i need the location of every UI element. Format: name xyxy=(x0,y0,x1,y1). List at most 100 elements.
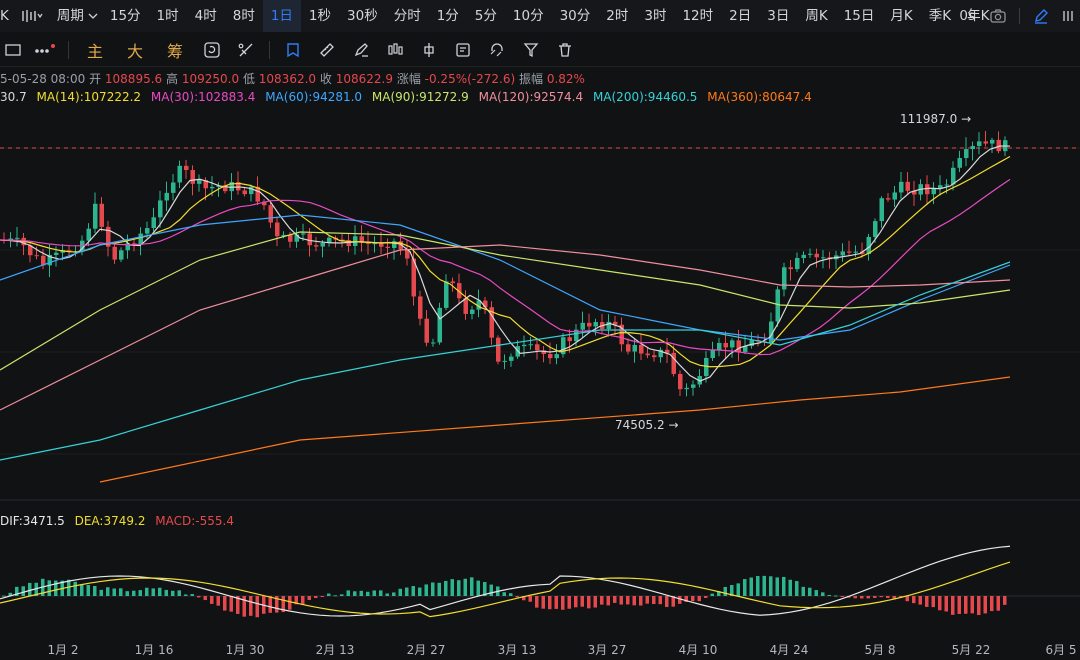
ma360-line xyxy=(99,376,1011,483)
timeframe-item[interactable]: 月K xyxy=(890,8,913,24)
ma7-line xyxy=(0,145,1011,382)
macd-bar xyxy=(151,588,155,596)
magnet-icon[interactable] xyxy=(480,33,514,67)
timeframe-item[interactable]: 1分 xyxy=(436,8,459,24)
candle-body xyxy=(353,236,358,246)
trash-icon[interactable] xyxy=(548,33,582,67)
candle-body xyxy=(808,253,813,255)
price-chart[interactable] xyxy=(0,67,1080,638)
timeframe-item[interactable]: 周K xyxy=(805,8,828,24)
timeframe-item[interactable]: 分时 xyxy=(393,8,421,24)
toolbar-right: 0s xyxy=(951,0,1080,32)
timeframe-item[interactable]: 3日 xyxy=(767,8,790,24)
more-options-icon[interactable] xyxy=(26,33,62,67)
ruler-icon[interactable] xyxy=(310,33,344,67)
macd-bar xyxy=(210,596,214,604)
macd-bar xyxy=(944,596,948,612)
timeframe-item[interactable]: 1秒 xyxy=(308,8,332,24)
candle-body xyxy=(801,254,806,259)
macd-bar xyxy=(970,596,974,614)
candle-body xyxy=(268,205,273,223)
timeframe-item[interactable]: 年K xyxy=(967,8,990,24)
timeframe-item[interactable]: 15分 xyxy=(109,8,141,24)
ma14-value: MA(14):107222.2 xyxy=(36,90,142,104)
ruler-settings-icon[interactable] xyxy=(229,33,263,67)
macd-bar xyxy=(86,584,90,596)
indicator-main[interactable]: 主 xyxy=(87,41,104,61)
macd-bar xyxy=(990,596,994,612)
candle-body xyxy=(502,360,507,362)
refresh-icon[interactable] xyxy=(195,33,229,67)
macd-bar xyxy=(2,595,6,597)
date-tick-label: 1月 16 xyxy=(134,643,174,657)
indicator-big[interactable]: 大 xyxy=(127,41,144,61)
timeframe-item[interactable]: 1日 xyxy=(262,0,301,32)
timeframe-item[interactable]: 12时 xyxy=(682,8,714,24)
candle-style-icon[interactable] xyxy=(15,0,49,32)
draw-pencil-icon[interactable] xyxy=(1026,0,1056,32)
timeframe-item[interactable]: 8时 xyxy=(232,8,255,24)
candle-body xyxy=(658,349,663,358)
timeframe-item[interactable]: 4时 xyxy=(194,8,217,24)
macd-bar xyxy=(489,584,493,596)
macd-bar xyxy=(821,592,825,596)
candle-body xyxy=(905,181,910,191)
candle-body xyxy=(847,251,852,253)
macd-bar xyxy=(736,583,740,596)
macd-bar xyxy=(684,596,688,602)
chart-type-k-button[interactable]: K xyxy=(0,8,9,24)
timeframe-item[interactable]: 3时 xyxy=(644,8,667,24)
macd-bar xyxy=(268,596,272,613)
date-tick-label: 2月 13 xyxy=(315,643,355,657)
timeframe-item[interactable]: 5分 xyxy=(474,8,497,24)
filter-icon[interactable] xyxy=(514,33,548,67)
timeframe-item[interactable]: 1时 xyxy=(156,8,179,24)
date-axis: 1月 2 1月 16 1月 30 2月 13 2月 27 3月 13 3月 27 4月 10 4… xyxy=(0,638,1080,660)
candlestick-icon[interactable] xyxy=(378,33,412,67)
candle-body xyxy=(411,258,416,297)
macd-bar xyxy=(756,576,760,596)
candle-body xyxy=(236,182,241,191)
timeframe-item[interactable]: 30分 xyxy=(559,8,591,24)
macd-bar xyxy=(613,596,617,603)
timeframe-item[interactable]: 2时 xyxy=(606,8,629,24)
more-icon[interactable] xyxy=(1056,0,1080,32)
macd-bar xyxy=(15,586,19,596)
timeframe-item[interactable]: 10分 xyxy=(512,8,544,24)
timeframe-item[interactable]: 30秒 xyxy=(347,8,378,24)
toolbar-divider xyxy=(68,40,69,59)
candle-body xyxy=(405,249,410,259)
timeframe-item[interactable]: 周期 xyxy=(49,0,102,32)
macd-bar xyxy=(405,587,409,596)
macd-bar xyxy=(639,596,643,606)
macd-bar xyxy=(912,596,916,604)
bookmark-icon[interactable] xyxy=(276,33,310,67)
candle-body xyxy=(34,255,39,257)
candle-body xyxy=(177,165,182,183)
candle-body xyxy=(886,198,891,200)
timeframe-item[interactable]: 2日 xyxy=(729,8,752,24)
camera-icon[interactable] xyxy=(983,0,1013,32)
macd-bar xyxy=(983,596,987,614)
macd-bar xyxy=(229,596,233,612)
candle-body xyxy=(307,233,312,246)
note-edit-icon[interactable] xyxy=(446,33,480,67)
align-icon[interactable] xyxy=(412,33,446,67)
macd-bar xyxy=(294,596,298,605)
candle-body xyxy=(951,167,956,185)
layout-icon[interactable] xyxy=(0,33,26,67)
candle-body xyxy=(574,329,579,342)
macd-value: MACD:-555.4 xyxy=(155,514,234,528)
macd-bar xyxy=(177,590,181,596)
brush-icon[interactable] xyxy=(344,33,378,67)
ma-legend: 30.7 MA(14):107222.2 MA(30):102883.4 MA(… xyxy=(0,90,818,104)
candle-body xyxy=(970,145,975,150)
macd-bar xyxy=(567,596,571,609)
candle-body xyxy=(528,344,533,346)
candle-body xyxy=(860,251,865,254)
timeframe-item[interactable]: 季K xyxy=(928,8,952,24)
ma7-value: 30.7 xyxy=(0,90,27,104)
indicator-chips[interactable]: 筹 xyxy=(167,41,184,61)
candle-body xyxy=(522,344,527,347)
timeframe-item[interactable]: 15日 xyxy=(843,8,875,24)
